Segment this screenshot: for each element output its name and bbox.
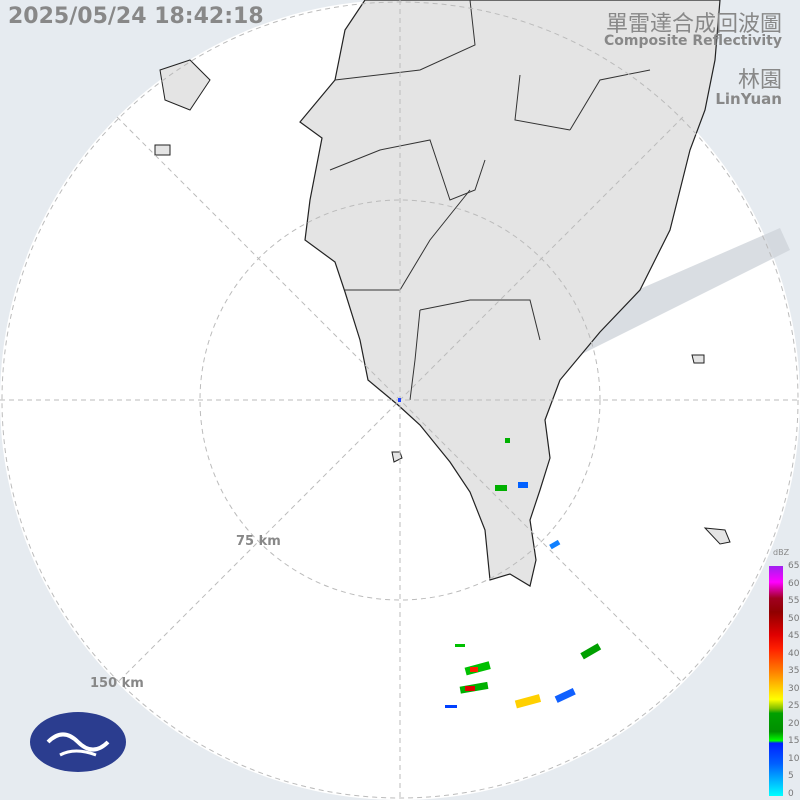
legend-tick: 25 — [788, 701, 800, 711]
legend-tick: 55 — [788, 596, 800, 606]
title-zh: 單雷達合成回波圖 — [605, 12, 782, 37]
legend-tick: 30 — [788, 683, 800, 694]
legend-tick: 0 — [788, 788, 794, 799]
legend-tick: 65 — [788, 561, 800, 571]
legend-tick: 20 — [788, 718, 800, 729]
legend-unit: dBZ — [773, 548, 790, 557]
radar-echoes — [398, 398, 602, 709]
legend-tick: 35 — [788, 666, 800, 676]
legend-tick: 10 — [788, 753, 800, 764]
timestamp: 2025/05/24 18:42:18 — [8, 4, 264, 29]
range-label-75: 75 km — [236, 534, 281, 549]
land-taiwan — [299, 0, 721, 587]
station-zh: 林園 — [737, 68, 782, 93]
legend-tick: 40 — [788, 648, 800, 659]
county-borders — [329, 0, 651, 401]
legend-tick: 60 — [788, 578, 800, 589]
color-scale-bar — [769, 566, 783, 796]
station-en: LinYuan — [715, 90, 782, 108]
title-en: Composite Reflectivity — [604, 33, 782, 49]
legend-tick: 15 — [788, 736, 800, 746]
legend-tick: 50 — [788, 613, 800, 624]
legend-tick: 5 — [788, 771, 794, 781]
legend-tick: 45 — [788, 631, 800, 641]
cwa-logo-icon — [30, 712, 126, 772]
range-label-150: 150 km — [90, 676, 144, 691]
